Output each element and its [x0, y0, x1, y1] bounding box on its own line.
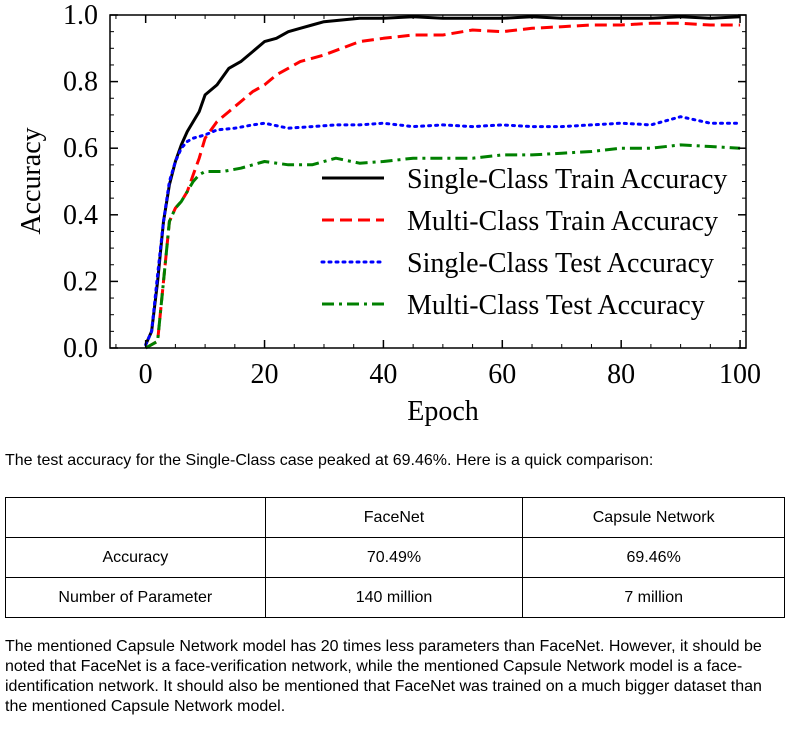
series-line-0 — [144, 15, 741, 346]
tick-layer: 0 20 40 60 80 100 0.0 0.2 0.4 0.6 0.8 1.0 — [63, 0, 761, 390]
header-cell-blank — [5, 497, 266, 538]
row-label-accuracy: Accuracy — [5, 537, 266, 578]
table-row: Number of Parameter 140 million 7 millio… — [5, 577, 785, 618]
table-row: Accuracy 70.49% 69.46% — [5, 537, 785, 578]
x-tick-label: 20 — [251, 359, 279, 390]
header-cell-facenet: FaceNet — [264, 497, 524, 538]
y-tick-label: 0.0 — [63, 333, 98, 364]
capsule-parameters: 7 million — [522, 577, 785, 618]
y-axis-label: Accuracy — [16, 127, 47, 234]
capsule-accuracy: 69.46% — [522, 537, 785, 578]
intro-paragraph: The test accuracy for the Single-Class c… — [5, 452, 654, 469]
conclusion-paragraph: The mentioned Capsule Network model has … — [5, 638, 762, 715]
legend-label-1: Multi-Class Train Accuracy — [407, 206, 718, 237]
y-tick-label: 0.4 — [63, 200, 98, 231]
series-layer — [144, 15, 742, 350]
legend-label-2: Single-Class Test Accuracy — [407, 248, 714, 279]
series-line-1 — [144, 21, 741, 350]
y-tick-label: 0.6 — [63, 133, 98, 164]
legend-label-3: Multi-Class Test Accuracy — [407, 290, 705, 321]
y-tick-label: 0.8 — [63, 67, 98, 98]
series-line-2 — [144, 115, 742, 347]
y-tick-label: 0.2 — [63, 266, 98, 297]
header-cell-capsule-network: Capsule Network — [522, 497, 785, 538]
x-tick-label: 80 — [607, 359, 635, 390]
y-tick-label: 1.0 — [63, 0, 98, 31]
accuracy-chart: 0 20 40 60 80 100 0.0 0.2 0.4 0.6 0.8 1.0 Epoch Acc… — [16, 0, 761, 427]
legend: Single-Class Train Accuracy Multi-Class T… — [320, 164, 727, 321]
facenet-parameters: 140 million — [264, 577, 524, 618]
table-header-row: FaceNet Capsule Network — [5, 497, 785, 538]
comparison-table: FaceNet Capsule Network Accuracy 70.49% … — [5, 497, 785, 618]
series-line-3 — [144, 143, 741, 350]
x-tick-label: 60 — [488, 359, 516, 390]
x-tick-label: 0 — [139, 359, 153, 390]
x-tick-label: 100 — [719, 359, 761, 390]
legend-label-0: Single-Class Train Accuracy — [407, 164, 727, 195]
x-tick-label: 40 — [369, 359, 397, 390]
row-label-parameters: Number of Parameter — [5, 577, 266, 618]
facenet-accuracy: 70.49% — [264, 537, 524, 578]
x-axis-label: Epoch — [407, 396, 479, 427]
